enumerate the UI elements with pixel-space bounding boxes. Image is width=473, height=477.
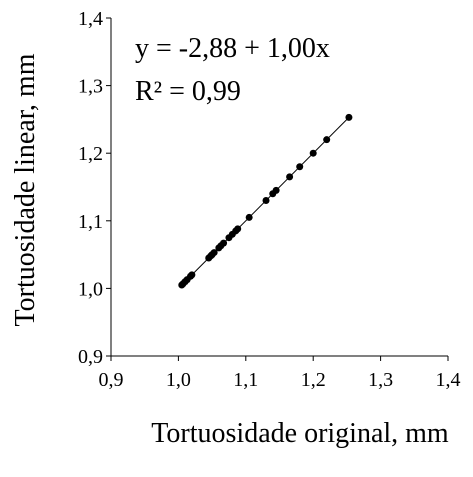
point [234, 225, 242, 233]
point [296, 163, 304, 171]
annotation: R² = 0,99 [135, 76, 241, 107]
point [245, 213, 253, 221]
x-tick-label: 1,3 [368, 369, 393, 391]
y-tick-label: 1,2 [78, 143, 103, 165]
y-tick-label: 1,1 [78, 211, 103, 233]
y-tick-label: 1,0 [78, 278, 103, 300]
point [188, 271, 196, 279]
y-tick-label: 1,4 [78, 8, 103, 30]
point [210, 249, 218, 257]
point [220, 239, 228, 247]
y-tick-label: 1,3 [78, 76, 103, 98]
y-tick-label: 0,9 [78, 346, 103, 368]
x-tick-label: 1,0 [166, 369, 191, 391]
point [309, 149, 317, 157]
point [345, 113, 353, 121]
x-tick-label: 0,9 [99, 369, 124, 391]
x-tick-label: 1,1 [233, 369, 258, 391]
point [272, 186, 280, 194]
point [262, 197, 270, 205]
annotation: y = -2,88 + 1,00x [135, 33, 330, 64]
y-axis-title: Tortuosidade linear, mm [10, 53, 41, 326]
x-tick-label: 1,4 [436, 369, 461, 391]
x-axis-title: Tortuosidade original, mm [151, 418, 449, 449]
x-tick-label: 1,2 [301, 369, 326, 391]
point [323, 136, 331, 144]
point [286, 173, 294, 181]
